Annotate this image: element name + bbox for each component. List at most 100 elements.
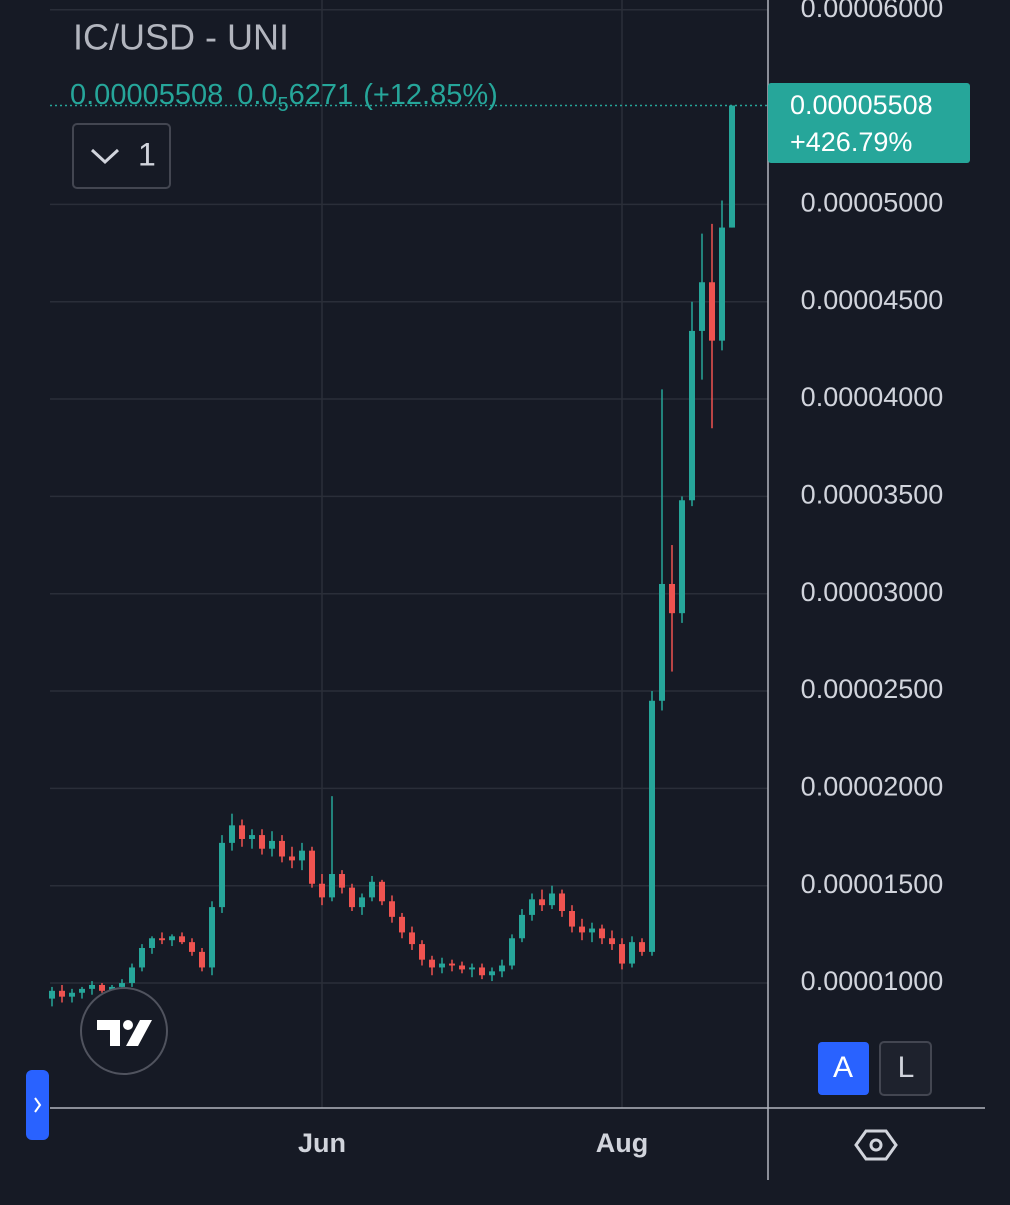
auto-button-bg: [818, 1042, 869, 1095]
candle-body: [599, 928, 605, 939]
ohlc-change: 0.00005508 0.056271 (+12.85%): [70, 79, 498, 117]
y-tick-label: 0.00006000: [801, 0, 944, 23]
candle-body: [189, 942, 195, 952]
candle-body: [249, 835, 255, 839]
log-button-bg: [879, 1041, 932, 1096]
x-tick-label: Aug: [596, 1128, 648, 1158]
candle-body: [149, 938, 155, 948]
y-tick-label: 0.00004500: [801, 285, 944, 315]
y-tick-label: 0.00002500: [801, 674, 944, 704]
y-tick-label: 0.00002000: [801, 771, 944, 801]
settings-button[interactable]: [854, 1129, 898, 1161]
candle-body: [369, 881, 375, 898]
auto-scale-button[interactable]: A: [818, 1042, 869, 1095]
candle-body: [419, 944, 425, 960]
candle-body: [509, 938, 515, 966]
candle-body: [519, 914, 525, 939]
candle-body: [379, 881, 385, 902]
candle-body: [719, 227, 725, 341]
candle-body: [729, 105, 735, 228]
settings-icon-center: [869, 1138, 883, 1152]
candle-body: [659, 583, 665, 701]
candle-body: [329, 874, 335, 898]
candle-body: [559, 893, 565, 912]
x-tick-label: Jun: [298, 1128, 346, 1158]
candle-body: [279, 840, 285, 857]
candle-body: [459, 965, 465, 970]
logo-dot: [123, 1020, 133, 1030]
candle-body: [59, 990, 65, 997]
candle-body: [469, 967, 475, 970]
side-toggle-bg: [26, 1070, 49, 1140]
log-button-label: L: [898, 1051, 915, 1084]
candle-body: [699, 282, 705, 331]
candle-body: [69, 992, 75, 997]
candle-body: [179, 936, 185, 943]
y-tick-label: 0.00003000: [801, 577, 944, 607]
logo-circle: [80, 987, 168, 1075]
y-tick-label: 0.00004000: [801, 382, 944, 412]
candle-body: [169, 936, 175, 941]
candle-body: [309, 850, 315, 884]
candle-body: [389, 901, 395, 917]
candle-body: [649, 700, 655, 952]
candle-body: [449, 963, 455, 966]
interval-label: 1: [138, 136, 156, 172]
interval-button-frame: [72, 123, 171, 189]
candle-body: [499, 965, 505, 972]
change-percent: (+12.85%): [363, 79, 498, 111]
candle-body: [359, 897, 365, 908]
candle-body: [709, 282, 715, 341]
settings-icon: [854, 1129, 898, 1161]
candle-body: [269, 840, 275, 849]
candle-body: [529, 899, 535, 915]
candle-body: [299, 850, 305, 861]
side-panel-toggle[interactable]: [26, 1070, 49, 1140]
interval-button[interactable]: 1: [72, 123, 171, 189]
y-tick-label: 0.00005000: [801, 188, 944, 218]
candle-body: [569, 911, 575, 927]
candle-body: [129, 967, 135, 984]
candle-body: [209, 907, 215, 968]
candle-body: [159, 938, 165, 941]
candle-body: [539, 899, 545, 906]
candle-body: [489, 971, 495, 976]
y-tick-label: 0.00003500: [801, 480, 944, 510]
candle-body: [289, 856, 295, 861]
candle-body: [229, 825, 235, 843]
candle-body: [139, 947, 145, 968]
candle-body: [589, 928, 595, 933]
candle-body: [49, 990, 55, 999]
candle-body: [669, 583, 675, 614]
candle-body: [239, 825, 245, 839]
candle-body: [479, 967, 485, 976]
candle-body: [629, 942, 635, 964]
candle-body: [399, 916, 405, 933]
change-subscript: 5: [278, 94, 289, 116]
candle-body: [349, 887, 355, 908]
auto-button-label: A: [833, 1051, 853, 1084]
candle-body: [89, 984, 95, 989]
candle-body: [339, 874, 345, 888]
tradingview-logo: [80, 987, 168, 1075]
candle-body: [319, 883, 325, 898]
candles: [49, 104, 768, 1007]
candle-body: [579, 926, 585, 933]
candle-body: [199, 951, 205, 968]
candle-body: [219, 842, 225, 908]
log-scale-button[interactable]: L: [879, 1041, 932, 1096]
candle-body: [689, 330, 695, 501]
price-label-box: [768, 83, 970, 163]
side-toggle-arrow: [34, 1097, 42, 1113]
candle-body: [429, 959, 435, 968]
change-rest: 6271: [289, 79, 354, 111]
price-change-label: +426.79%: [790, 127, 912, 157]
candle-body: [99, 984, 105, 991]
candle-body: [619, 944, 625, 964]
last-price: 0.00005508: [70, 79, 223, 111]
price-label: 0.00005508: [790, 90, 933, 120]
candle-body: [439, 963, 445, 968]
candle-body: [119, 983, 125, 987]
